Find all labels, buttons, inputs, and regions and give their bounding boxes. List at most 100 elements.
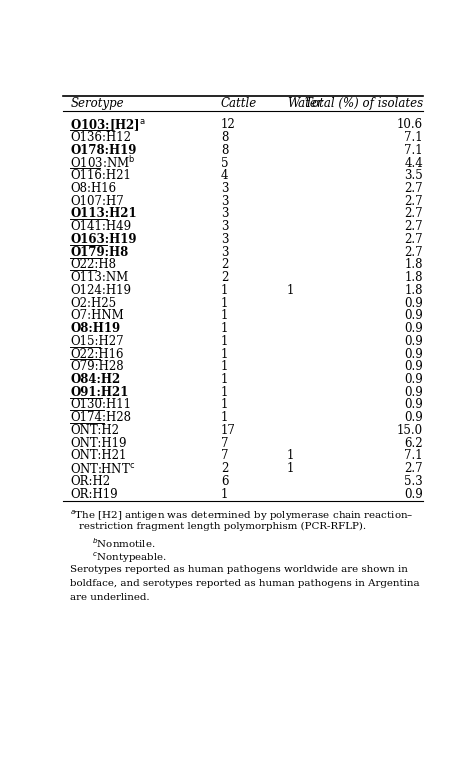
Text: O15:H27: O15:H27 bbox=[70, 335, 124, 348]
Text: OR:H2: OR:H2 bbox=[70, 474, 110, 488]
Text: O163:H19: O163:H19 bbox=[70, 233, 137, 246]
Text: 0.9: 0.9 bbox=[404, 348, 423, 361]
Text: 3: 3 bbox=[221, 182, 228, 195]
Text: 1: 1 bbox=[221, 335, 228, 348]
Text: 2.7: 2.7 bbox=[404, 195, 423, 208]
Text: 3: 3 bbox=[221, 208, 228, 221]
Text: 7.1: 7.1 bbox=[404, 144, 423, 157]
Text: 2: 2 bbox=[221, 462, 228, 475]
Text: 7.1: 7.1 bbox=[404, 131, 423, 144]
Text: 1: 1 bbox=[221, 373, 228, 386]
Text: 5: 5 bbox=[221, 157, 228, 169]
Text: O124:H19: O124:H19 bbox=[70, 284, 131, 297]
Text: 10.6: 10.6 bbox=[397, 118, 423, 131]
Text: 1: 1 bbox=[221, 297, 228, 310]
Text: 3: 3 bbox=[221, 195, 228, 208]
Text: 0.9: 0.9 bbox=[404, 309, 423, 322]
Text: 1: 1 bbox=[221, 348, 228, 361]
Text: O174:H28: O174:H28 bbox=[70, 411, 131, 424]
Text: Water: Water bbox=[287, 97, 322, 110]
Text: 2.7: 2.7 bbox=[404, 208, 423, 221]
Text: $^{a}$The [H2] antigen was determined by polymerase chain reaction–: $^{a}$The [H2] antigen was determined by… bbox=[70, 508, 414, 523]
Text: 1.8: 1.8 bbox=[404, 258, 423, 271]
Text: 2.7: 2.7 bbox=[404, 220, 423, 233]
Text: ONT:H2: ONT:H2 bbox=[70, 424, 119, 437]
Text: 15.0: 15.0 bbox=[397, 424, 423, 437]
Text: 12: 12 bbox=[221, 118, 236, 131]
Text: 2.7: 2.7 bbox=[404, 462, 423, 475]
Text: 4.4: 4.4 bbox=[404, 157, 423, 169]
Text: O113:H21: O113:H21 bbox=[70, 208, 137, 221]
Text: 6.2: 6.2 bbox=[404, 437, 423, 450]
Text: O2:H25: O2:H25 bbox=[70, 297, 117, 310]
Text: O136:H12: O136:H12 bbox=[70, 131, 131, 144]
Text: 0.9: 0.9 bbox=[404, 297, 423, 310]
Text: 1: 1 bbox=[221, 411, 228, 424]
Text: 0.9: 0.9 bbox=[404, 411, 423, 424]
Text: O7:HNM: O7:HNM bbox=[70, 309, 124, 322]
Text: 1: 1 bbox=[287, 449, 294, 462]
Text: Serotype: Serotype bbox=[70, 97, 124, 110]
Text: 2: 2 bbox=[221, 271, 228, 284]
Text: Serotypes reported as human pathogens worldwide are shown in: Serotypes reported as human pathogens wo… bbox=[70, 565, 408, 574]
Text: 0.9: 0.9 bbox=[404, 398, 423, 411]
Text: 1: 1 bbox=[287, 462, 294, 475]
Text: $^{c}$Nontypeable.: $^{c}$Nontypeable. bbox=[92, 551, 167, 565]
Text: 0.9: 0.9 bbox=[404, 360, 423, 373]
Text: $^{b}$Nonmotile.: $^{b}$Nonmotile. bbox=[92, 537, 156, 551]
Text: 8: 8 bbox=[221, 131, 228, 144]
Text: 4: 4 bbox=[221, 169, 228, 182]
Text: 1: 1 bbox=[221, 309, 228, 322]
Text: O113:NM: O113:NM bbox=[70, 271, 128, 284]
Text: O179:H8: O179:H8 bbox=[70, 245, 128, 258]
Text: Cattle: Cattle bbox=[221, 97, 257, 110]
Text: 1: 1 bbox=[221, 360, 228, 373]
Text: O141:H49: O141:H49 bbox=[70, 220, 131, 233]
Text: boldface, and serotypes reported as human pathogens in Argentina: boldface, and serotypes reported as huma… bbox=[70, 579, 420, 588]
Text: restriction fragment length polymorphism (PCR-RFLP).: restriction fragment length polymorphism… bbox=[80, 522, 366, 531]
Text: 3.5: 3.5 bbox=[404, 169, 423, 182]
Text: O103:NM$^{\mathrm{b}}$: O103:NM$^{\mathrm{b}}$ bbox=[70, 155, 136, 171]
Text: ONT:HNT$^{\mathrm{c}}$: ONT:HNT$^{\mathrm{c}}$ bbox=[70, 461, 136, 475]
Text: 7: 7 bbox=[221, 449, 228, 462]
Text: O130:H11: O130:H11 bbox=[70, 398, 131, 411]
Text: Total (%) of isolates: Total (%) of isolates bbox=[305, 97, 423, 110]
Text: 2.7: 2.7 bbox=[404, 245, 423, 258]
Text: 2.7: 2.7 bbox=[404, 233, 423, 246]
Text: 1: 1 bbox=[221, 322, 228, 335]
Text: O8:H16: O8:H16 bbox=[70, 182, 117, 195]
Text: 0.9: 0.9 bbox=[404, 335, 423, 348]
Text: O22:H16: O22:H16 bbox=[70, 348, 124, 361]
Text: O91:H21: O91:H21 bbox=[70, 386, 128, 398]
Text: O116:H21: O116:H21 bbox=[70, 169, 131, 182]
Text: 2: 2 bbox=[221, 258, 228, 271]
Text: are underlined.: are underlined. bbox=[70, 594, 150, 602]
Text: 0.9: 0.9 bbox=[404, 488, 423, 501]
Text: 0.9: 0.9 bbox=[404, 386, 423, 398]
Text: 7.1: 7.1 bbox=[404, 449, 423, 462]
Text: 0.9: 0.9 bbox=[404, 373, 423, 386]
Text: 5.3: 5.3 bbox=[404, 474, 423, 488]
Text: 3: 3 bbox=[221, 220, 228, 233]
Text: O107:H7: O107:H7 bbox=[70, 195, 124, 208]
Text: 6: 6 bbox=[221, 474, 228, 488]
Text: 2.7: 2.7 bbox=[404, 182, 423, 195]
Text: 1: 1 bbox=[287, 284, 294, 297]
Text: 1: 1 bbox=[221, 386, 228, 398]
Text: 3: 3 bbox=[221, 233, 228, 246]
Text: O22:H8: O22:H8 bbox=[70, 258, 116, 271]
Text: O79:H28: O79:H28 bbox=[70, 360, 124, 373]
Text: 1: 1 bbox=[221, 398, 228, 411]
Text: 1.8: 1.8 bbox=[404, 284, 423, 297]
Text: 3: 3 bbox=[221, 245, 228, 258]
Text: O178:H19: O178:H19 bbox=[70, 144, 137, 157]
Text: 17: 17 bbox=[221, 424, 236, 437]
Text: 1: 1 bbox=[221, 488, 228, 501]
Text: O103:[H2]$^{\mathrm{a}}$: O103:[H2]$^{\mathrm{a}}$ bbox=[70, 117, 146, 133]
Text: O84:H2: O84:H2 bbox=[70, 373, 120, 386]
Text: OR:H19: OR:H19 bbox=[70, 488, 118, 501]
Text: 1: 1 bbox=[221, 284, 228, 297]
Text: 8: 8 bbox=[221, 144, 228, 157]
Text: ONT:H19: ONT:H19 bbox=[70, 437, 127, 450]
Text: ONT:H21: ONT:H21 bbox=[70, 449, 127, 462]
